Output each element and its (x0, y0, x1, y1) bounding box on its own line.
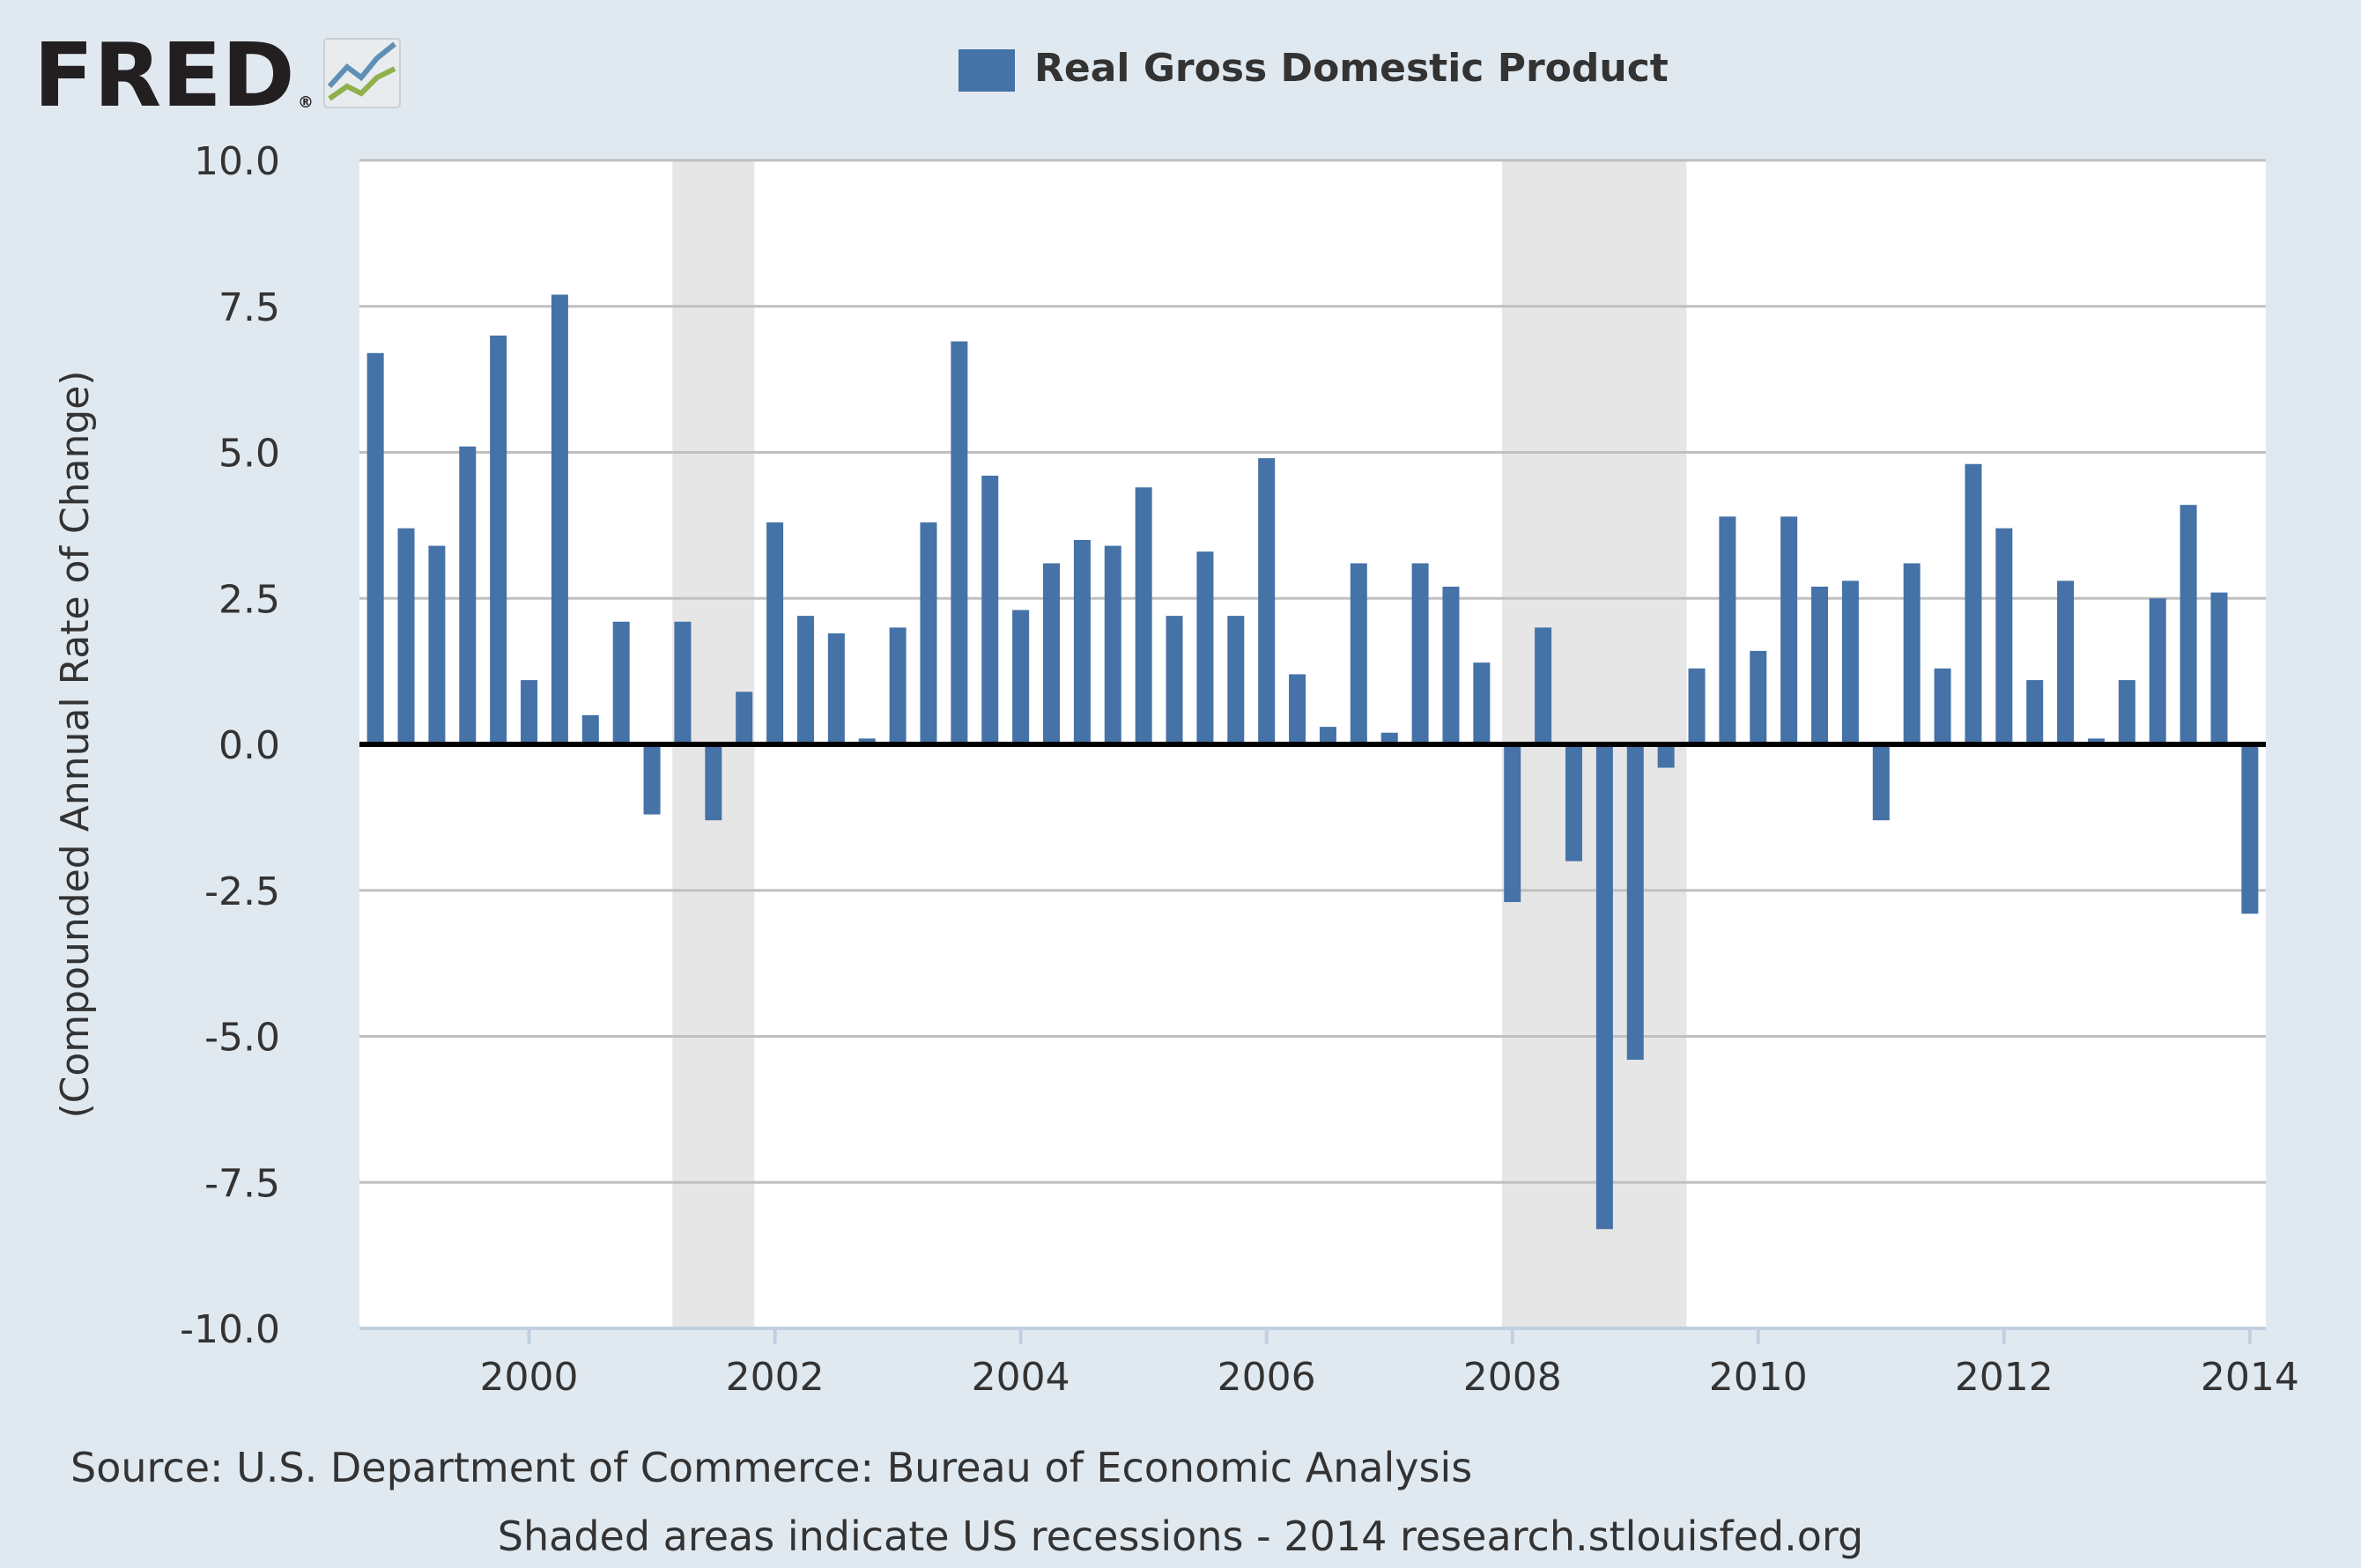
gdp-bar (1073, 539, 1091, 744)
gdp-bar (858, 738, 876, 744)
gdp-bar (1135, 487, 1152, 744)
gdp-bar (459, 446, 477, 744)
gdp-bar (612, 621, 630, 744)
gdp-bars (366, 294, 2259, 1230)
gridlines (359, 159, 2266, 1330)
gdp-bar (1012, 610, 1030, 744)
x-tick-label: 2014 (2201, 1355, 2299, 1400)
gdp-bar (2118, 680, 2135, 744)
fred-logo-graph-icon (323, 38, 401, 108)
gdp-bar (428, 545, 446, 744)
gdp-bar (827, 633, 845, 744)
y-tick-label: 5.0 (218, 432, 280, 477)
recession-note: Shaded areas indicate US recessions - 20… (498, 1513, 1863, 1560)
gdp-bar (1166, 616, 1183, 744)
gdp-bar (1289, 674, 1306, 744)
gdp-bar (1258, 458, 1276, 744)
gdp-bar (2057, 581, 2075, 744)
legend-swatch (958, 49, 1015, 92)
legend-label: Real Gross Domestic Product (1034, 46, 1669, 91)
fred-logo-registered: ® (298, 93, 314, 112)
gdp-bar (766, 522, 784, 744)
gdp-bar (1442, 586, 1460, 744)
gdp-bar (366, 352, 384, 744)
gdp-bar (1626, 744, 1644, 1061)
gdp-bar (581, 714, 599, 744)
gdp-bar (1043, 563, 1061, 744)
gdp-bar (1104, 545, 1121, 744)
gdp-bar (796, 616, 814, 744)
gdp-bar (1196, 551, 1214, 744)
gdp-bar (920, 522, 937, 744)
gdp-bar (736, 692, 753, 744)
y-tick-label: 10.0 (194, 139, 280, 184)
x-tick-label: 2010 (1709, 1355, 1808, 1400)
gdp-bar (1319, 727, 1336, 744)
legend: Real Gross Domestic Product (958, 46, 1669, 92)
y-tick-label: -10.0 (180, 1307, 280, 1352)
gdp-bar (2026, 680, 2044, 744)
gdp-bar (1227, 616, 1245, 744)
y-axis-ticks: 10.0 7.5 5.0 2.5 0.0 -2.5 -5.0 -7.5 -10.0 (180, 139, 280, 1352)
gdp-bar (705, 744, 722, 821)
gdp-bar (1872, 744, 1890, 821)
y-tick-label: -5.0 (204, 1016, 280, 1061)
x-tick-label: 2006 (1218, 1355, 1316, 1400)
x-tick-label: 2002 (726, 1355, 825, 1400)
gdp-bar (1565, 744, 1582, 862)
gdp-bar (674, 621, 692, 744)
gdp-bar (1380, 732, 1398, 744)
y-tick-label: 2.5 (218, 577, 280, 622)
gdp-bar (1934, 668, 1951, 744)
gdp-bar (1750, 650, 1767, 744)
gdp-bar (2149, 598, 2166, 744)
gdp-bar (2180, 505, 2197, 744)
gdp-bar (1719, 516, 1736, 744)
gdp-bar (2241, 744, 2259, 914)
gdp-bar (981, 476, 999, 744)
y-tick-label: -7.5 (204, 1161, 280, 1206)
x-tick-label: 2000 (480, 1355, 579, 1400)
gdp-bar (889, 627, 907, 744)
gdp-bar (1841, 581, 1859, 744)
y-tick-label: -2.5 (204, 869, 280, 914)
gdp-bar (1811, 586, 1829, 744)
gdp-bar (2087, 738, 2105, 744)
fred-logo: FRED ® (33, 24, 401, 127)
gdp-bar (1903, 563, 1921, 744)
gdp-bar (1504, 744, 1521, 903)
gdp-bar (1688, 668, 1706, 744)
gdp-bar (951, 341, 968, 744)
gdp-bar (1350, 563, 1367, 744)
gdp-bar (397, 528, 415, 744)
gdp-bar (1995, 528, 2013, 744)
gdp-bar (551, 294, 568, 744)
gdp-bar (2210, 592, 2228, 744)
gdp-bar (490, 335, 507, 744)
source-note: Source: U.S. Department of Commerce: Bur… (70, 1444, 1472, 1491)
gdp-bar (1473, 662, 1491, 744)
x-tick-label: 2012 (1955, 1355, 2054, 1400)
y-tick-label: 0.0 (218, 723, 280, 768)
gdp-bar (521, 680, 538, 744)
gdp-bar (1595, 744, 1613, 1230)
fred-logo-text: FRED (33, 24, 295, 127)
gdp-bar (1535, 627, 1552, 744)
y-axis-title: (Compounded Annual Rate of Change) (53, 370, 98, 1118)
gdp-bar (1411, 563, 1429, 744)
x-tick-label: 2008 (1463, 1355, 1562, 1400)
gdp-bar (1780, 516, 1798, 744)
y-tick-label: 7.5 (218, 285, 280, 330)
x-axis: 2000 2002 2004 2006 2008 2010 2012 2014 (359, 1327, 2299, 1400)
x-tick-label: 2004 (972, 1355, 1070, 1400)
gdp-bar (1657, 744, 1675, 768)
gdp-bar (643, 744, 661, 815)
gdp-bar (1965, 463, 1982, 744)
